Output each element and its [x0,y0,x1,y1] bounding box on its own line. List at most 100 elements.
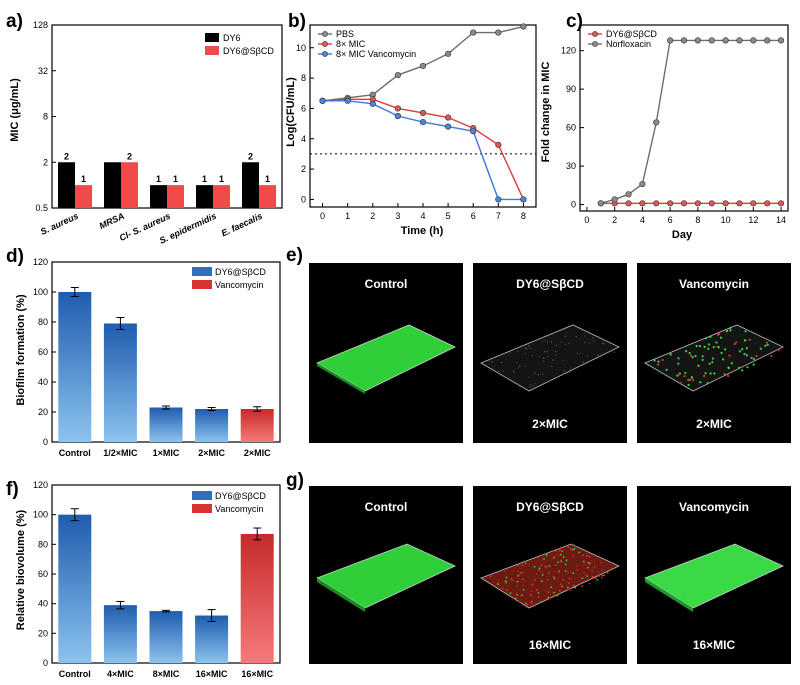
cell-dot [516,580,519,583]
cell-dot [613,351,616,353]
cell-dot [715,341,718,344]
c-xtick-label: 0 [584,215,589,225]
cell-dot [584,341,586,344]
cell-dot [552,359,554,361]
d-ytick-label: 0 [43,437,48,447]
f-category-label: 16×MIC [196,669,228,679]
b-point [394,71,401,79]
cell-dot [709,372,712,375]
cell-dot [692,379,695,382]
cell-dot [564,563,567,566]
b-xtick-label: 0 [320,211,325,221]
c-point [708,37,715,44]
cell-dot [661,358,664,362]
cell-dot [517,350,519,353]
cell-dot [704,372,707,375]
cell-dot [569,571,572,573]
cell-dot [505,581,508,584]
b-legend-label: PBS [336,29,354,39]
a-bar [121,162,138,208]
f-bar [103,605,137,663]
cell-dot [546,578,549,581]
cell-dot [677,362,680,365]
b-legend-label: 8× MIC Vancomycin [336,49,416,59]
cell-dot [575,335,577,337]
cell-dot [555,344,557,346]
b-point [419,62,427,70]
cell-dot [738,350,741,353]
cell-dot [560,560,563,563]
c-point [764,37,771,44]
cell-dot [572,556,574,559]
f-category-label: 16×MIC [241,669,273,679]
cell-dot [530,602,533,604]
legend-swatch-dy6-sbcd [205,46,219,55]
cell-dot [568,372,571,374]
cell-dot [541,573,544,576]
cell-dot [543,558,545,560]
cell-dot [730,362,733,365]
c-point [694,37,701,44]
c-legend-marker [592,41,598,47]
cell-dot [582,572,585,574]
cell-dot [746,366,749,369]
cell-dot [553,577,556,580]
cell-dot [665,368,668,372]
f-bar [58,514,92,663]
cell-dot [701,355,704,358]
cell-dot [572,548,574,551]
c-xtick-label: 14 [776,215,786,225]
a-bar [167,185,184,208]
b-legend-marker [322,31,328,37]
b-point [520,196,527,203]
cell-dot [557,561,560,564]
b-point [495,29,502,36]
cell-dot [504,570,507,573]
panel-d-ylabel: Biofilm formation (%) [15,294,27,406]
c-point [680,37,688,44]
cell-dot [683,375,686,378]
cell-dot [542,360,544,362]
b-point [394,105,401,112]
cell-dot [755,354,758,358]
b-point [445,123,452,130]
cell-dot [509,351,511,353]
a-bar [75,185,92,208]
b-xtick-label: 1 [345,211,350,221]
d-ytick-label: 20 [38,407,48,417]
cell-dot [770,354,773,358]
cell-dot [537,592,540,594]
cell-dot [540,580,543,583]
cell-dot [498,372,500,374]
cell-dot [547,591,550,593]
panel-b-xlabel: Time (h) [401,225,444,237]
cell-dot [579,351,582,354]
f-ytick-label: 20 [38,628,48,638]
cell-dot [743,352,746,356]
cell-dot [514,597,517,600]
cell-dot [597,354,599,356]
c-point [653,200,660,207]
cell-dot [750,356,753,359]
cell-dot [657,360,660,363]
cell-dot [578,551,581,554]
cell-dot [557,553,560,556]
cell-dot [524,561,527,564]
legend-swatch-dy6-sbcd [192,267,212,276]
cell-dot [556,594,559,597]
d-category-label: 2×MIC [198,448,225,458]
cell-dot [524,365,526,367]
cell-dot [689,354,692,357]
cell-dot [544,351,546,353]
cell-dot [517,570,520,573]
c-point [708,200,715,207]
cell-dot [596,579,599,581]
cell-dot [568,582,570,584]
c-point [750,37,757,44]
cell-dot [521,571,524,574]
cell-dot [540,601,542,603]
cell-dot [561,550,563,553]
cell-dot [524,579,527,582]
